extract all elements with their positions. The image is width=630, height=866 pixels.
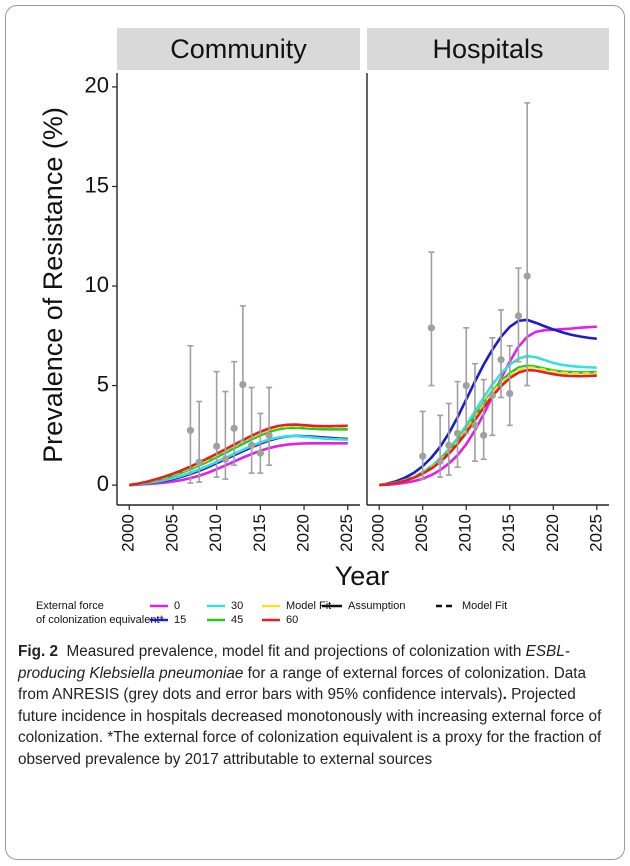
observed-point xyxy=(471,421,479,429)
observed-point xyxy=(239,380,247,389)
y-tick-label: 20 xyxy=(85,73,109,98)
legend-label: 30 xyxy=(231,600,243,612)
observed-point xyxy=(514,312,523,320)
y-tick-label: 0 xyxy=(97,471,109,496)
caption-bold: . xyxy=(502,686,507,704)
figure-frame xyxy=(5,5,625,860)
legend-label: 15 xyxy=(174,614,186,626)
legend-label: 45 xyxy=(231,614,243,626)
legend-label: Model Fit xyxy=(286,600,331,612)
x-tick-label: 2005 xyxy=(162,514,181,552)
observed-point xyxy=(453,429,462,437)
x-tick-label: 2010 xyxy=(206,514,225,552)
chart: Prevalence of Resistance (%) Year Extern… xyxy=(36,28,609,626)
observed-point xyxy=(480,431,488,439)
y-tick-label: 15 xyxy=(85,172,109,197)
series-line xyxy=(379,325,597,487)
series-line xyxy=(129,434,348,487)
x-tick-label: 2015 xyxy=(250,514,269,552)
observed-point xyxy=(213,442,221,450)
caption: Fig. 2 Measured prevalence, model fit an… xyxy=(18,641,614,771)
series-line xyxy=(378,318,597,487)
series-line xyxy=(129,423,348,487)
x-tick-label: 2020 xyxy=(294,514,313,552)
observed-point xyxy=(419,452,427,460)
x-tick-label: 2025 xyxy=(337,514,356,552)
strip xyxy=(117,28,360,70)
legend-title: of colonization equivalent* xyxy=(36,614,165,626)
x-tick-label: 2000 xyxy=(119,514,138,552)
observed-point xyxy=(248,441,256,449)
panel-title: Community xyxy=(170,34,307,64)
observed-point xyxy=(523,272,531,280)
observed-point xyxy=(265,431,273,439)
observed-point xyxy=(221,455,229,463)
observed-point xyxy=(445,441,453,449)
observed-point xyxy=(186,426,195,434)
x-tick-label: 2000 xyxy=(369,514,388,552)
x-axis-label: Year xyxy=(335,561,390,591)
observed-point xyxy=(488,391,496,400)
caption-label: Fig. 2 xyxy=(18,643,58,660)
legend-linetype-label: Model Fit xyxy=(462,600,507,612)
y-axis-label: Prevalence of Resistance (%) xyxy=(38,107,68,463)
x-tick-label: 2020 xyxy=(543,514,562,552)
observed-point xyxy=(427,324,436,332)
x-tick-label: 2015 xyxy=(499,514,518,552)
observed-point xyxy=(436,457,444,465)
caption-text: Measured prevalence, model fit and proje… xyxy=(66,643,526,660)
legend-label: 60 xyxy=(286,614,298,626)
series-line xyxy=(379,365,597,487)
observed-point xyxy=(230,424,238,432)
caption-text: for a range of external forces of coloni… xyxy=(18,664,587,704)
x-tick-label: 2005 xyxy=(412,514,431,552)
series-line xyxy=(379,364,597,487)
x-tick-label: 2025 xyxy=(586,514,605,552)
strip xyxy=(367,28,609,70)
legend-title: External force xyxy=(36,600,104,612)
legend-label: 0 xyxy=(174,600,180,612)
observed-point xyxy=(462,381,470,390)
series-line xyxy=(129,441,348,487)
y-tick-label: 10 xyxy=(85,272,109,297)
x-tick-label: 2010 xyxy=(456,514,475,552)
y-tick-label: 5 xyxy=(97,371,109,396)
observed-point xyxy=(497,356,505,364)
caption-italic: ESBL-producing Klebsiella pneumoniae xyxy=(18,643,570,682)
observed-point xyxy=(195,458,203,466)
legend-linetype-label: Assumption xyxy=(348,600,405,612)
panel-title: Hospitals xyxy=(432,34,543,64)
series-line xyxy=(379,368,597,487)
observed-point xyxy=(506,389,514,398)
observed-point xyxy=(256,449,264,457)
caption-text: Projected future incidence in hospitals … xyxy=(18,686,602,768)
